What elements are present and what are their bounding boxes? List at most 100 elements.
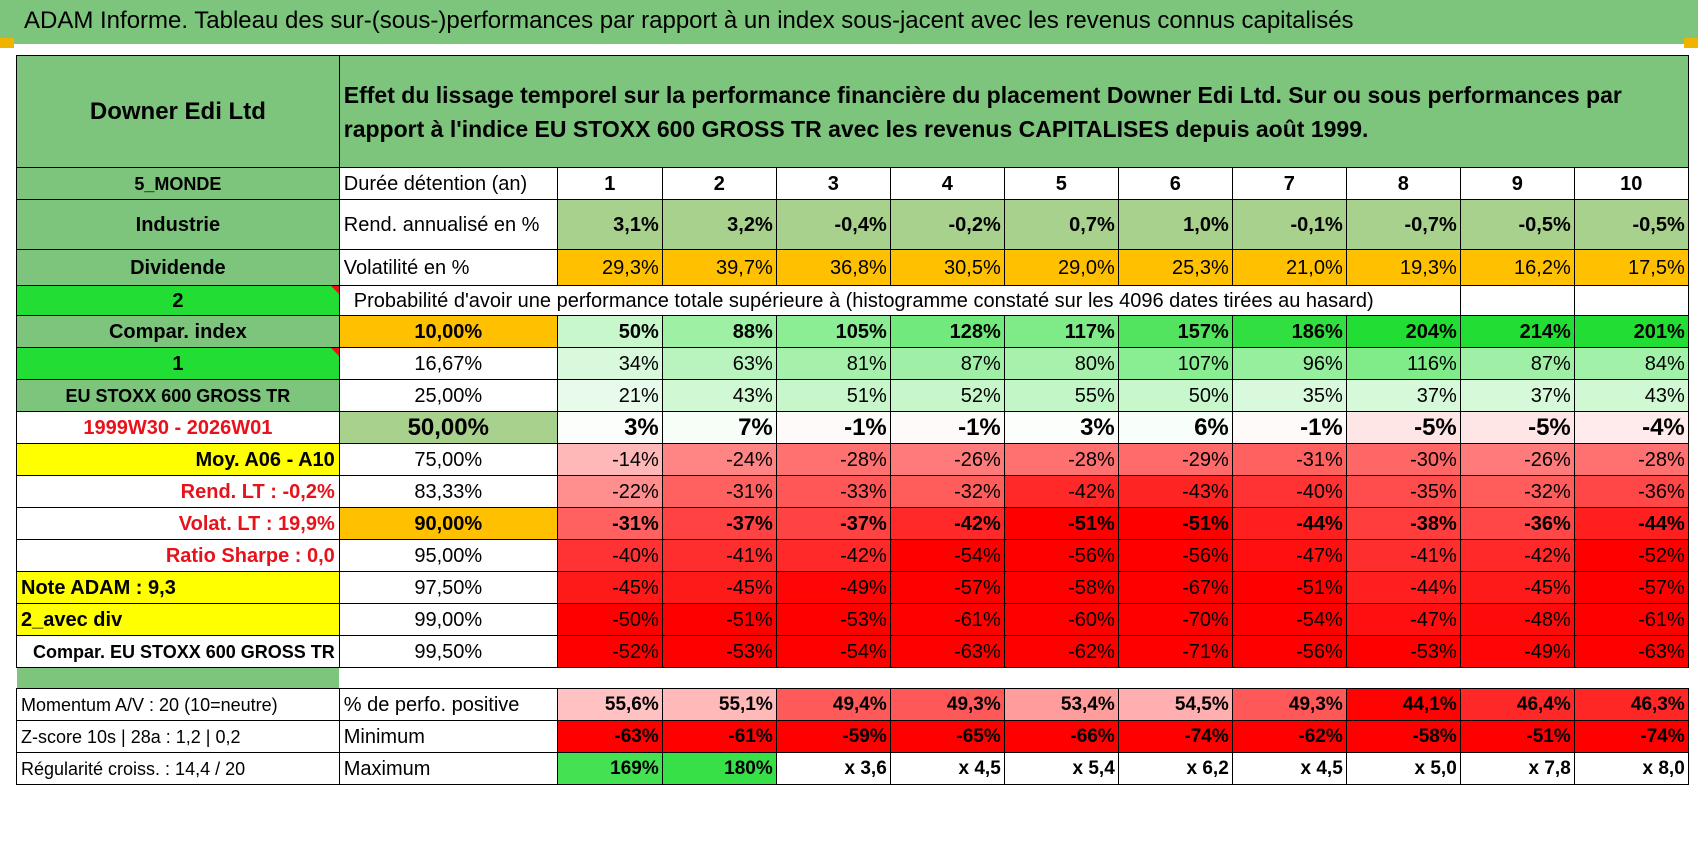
positive-pct-value: 46,3% — [1573, 688, 1689, 721]
year-header: 6 — [1117, 167, 1233, 200]
probability-value: -1% — [889, 411, 1005, 444]
probability-value: -54% — [889, 539, 1005, 572]
maximum-value: 180% — [661, 752, 777, 785]
zone-cell: 5_MONDE — [16, 167, 340, 200]
probability-value: -47% — [1345, 603, 1461, 636]
probability-value: -53% — [661, 635, 777, 668]
probability-value: -40% — [1231, 475, 1347, 508]
probability-value: -45% — [556, 571, 663, 604]
pos-label: % de perfo. positive — [338, 688, 558, 721]
maximum-value: x 5,4 — [1003, 752, 1119, 785]
minimum-value: -74% — [1117, 720, 1233, 753]
probability-value: 87% — [1459, 347, 1575, 380]
compar-full-cell: Compar. EU STOXX 600 GROSS TR — [16, 635, 340, 668]
probability-value: -51% — [1231, 571, 1347, 604]
probability-value: 51% — [775, 379, 891, 412]
probability-value: -35% — [1345, 475, 1461, 508]
probability-value: -53% — [775, 603, 891, 636]
rend-value: -0,5% — [1459, 199, 1575, 250]
probability-value: -5% — [1459, 411, 1575, 444]
probability-value: -31% — [1231, 443, 1347, 476]
probability-value: -44% — [1231, 507, 1347, 540]
probability-threshold: 97,50% — [338, 571, 558, 604]
probability-value: -33% — [775, 475, 891, 508]
maximum-value: x 3,6 — [775, 752, 891, 785]
probability-value: 50% — [556, 315, 663, 348]
probability-value: 6% — [1117, 411, 1233, 444]
probability-value: -40% — [556, 539, 663, 572]
probability-value: -14% — [556, 443, 663, 476]
volat-lt-cell: Volat. LT : 19,9% — [16, 507, 340, 540]
positive-pct-value: 55,1% — [661, 688, 777, 721]
probability-value: -62% — [1003, 635, 1119, 668]
probability-value: -50% — [556, 603, 663, 636]
probability-value: -61% — [1573, 603, 1689, 636]
rend-value: 3,1% — [556, 199, 663, 250]
probability-value: -1% — [1231, 411, 1347, 444]
rend-value: -0,2% — [889, 199, 1005, 250]
probability-value: 88% — [661, 315, 777, 348]
probability-value: 105% — [775, 315, 891, 348]
empty-cell — [1459, 285, 1575, 316]
duration-label: Durée détention (an) — [338, 167, 558, 200]
probability-threshold: 83,33% — [338, 475, 558, 508]
probability-value: -42% — [889, 507, 1005, 540]
probability-threshold: 10,00% — [338, 315, 558, 348]
regularite-cell: Régularité croiss. : 14,4 / 20 — [16, 752, 340, 785]
probability-value: -54% — [775, 635, 891, 668]
rend-label: Rend. annualisé en % — [338, 199, 558, 250]
empty-cell — [1573, 285, 1689, 316]
probability-value: -57% — [1573, 571, 1689, 604]
probability-value: -30% — [1345, 443, 1461, 476]
year-header: 9 — [1459, 167, 1575, 200]
period-cell: 1999W30 - 2026W01 — [16, 411, 340, 444]
minimum-value: -74% — [1573, 720, 1689, 753]
minimum-value: -62% — [1231, 720, 1347, 753]
corner-marker-left — [0, 38, 14, 48]
probability-value: 107% — [1117, 347, 1233, 380]
year-header: 8 — [1345, 167, 1461, 200]
rend-value: -0,5% — [1573, 199, 1689, 250]
vol-value: 29,3% — [556, 249, 663, 286]
probability-threshold: 90,00% — [338, 507, 558, 540]
probability-value: -56% — [1003, 539, 1119, 572]
probability-value: -57% — [889, 571, 1005, 604]
corner-marker-right — [1684, 38, 1698, 48]
note-adam-cell: Note ADAM : 9,3 — [16, 571, 340, 604]
probability-value: -28% — [1573, 443, 1689, 476]
spacer-bar — [16, 667, 340, 689]
title-bar: ADAM Informe. Tableau des sur-(sous-)per… — [0, 0, 1698, 44]
probability-threshold: 99,00% — [338, 603, 558, 636]
year-header: 5 — [1003, 167, 1119, 200]
probability-value: 35% — [1231, 379, 1347, 412]
index-name-cell: EU STOXX 600 GROSS TR — [16, 379, 340, 412]
probability-value: 96% — [1231, 347, 1347, 380]
probability-value: 157% — [1117, 315, 1233, 348]
vol-label: Volatilité en % — [338, 249, 558, 286]
probability-value: -63% — [889, 635, 1005, 668]
probability-value: -47% — [1231, 539, 1347, 572]
probability-value: 116% — [1345, 347, 1461, 380]
probability-value: -43% — [1117, 475, 1233, 508]
probability-value: 37% — [1345, 379, 1461, 412]
fund-name-cell: Downer Edi Ltd — [16, 55, 340, 168]
vol-value: 30,5% — [889, 249, 1005, 286]
probability-value: -44% — [1573, 507, 1689, 540]
minimum-value: -65% — [889, 720, 1005, 753]
probability-value: -60% — [1003, 603, 1119, 636]
probability-threshold: 25,00% — [338, 379, 558, 412]
compar-index-cell: Compar. index — [16, 315, 340, 348]
max-label: Maximum — [338, 752, 558, 785]
probability-value: -51% — [661, 603, 777, 636]
sharpe-cell: Ratio Sharpe : 0,0 — [16, 539, 340, 572]
positive-pct-value: 46,4% — [1459, 688, 1575, 721]
probability-value: -37% — [775, 507, 891, 540]
probability-value: 3% — [1003, 411, 1119, 444]
rend-value: -0,7% — [1345, 199, 1461, 250]
description-cell: Effet du lissage temporel sur la perform… — [338, 55, 1689, 168]
probability-value: -28% — [775, 443, 891, 476]
positive-pct-value: 54,5% — [1117, 688, 1233, 721]
probability-threshold: 95,00% — [338, 539, 558, 572]
momentum-cell: Momentum A/V : 20 (10=neutre) — [16, 688, 340, 721]
probability-value: 186% — [1231, 315, 1347, 348]
